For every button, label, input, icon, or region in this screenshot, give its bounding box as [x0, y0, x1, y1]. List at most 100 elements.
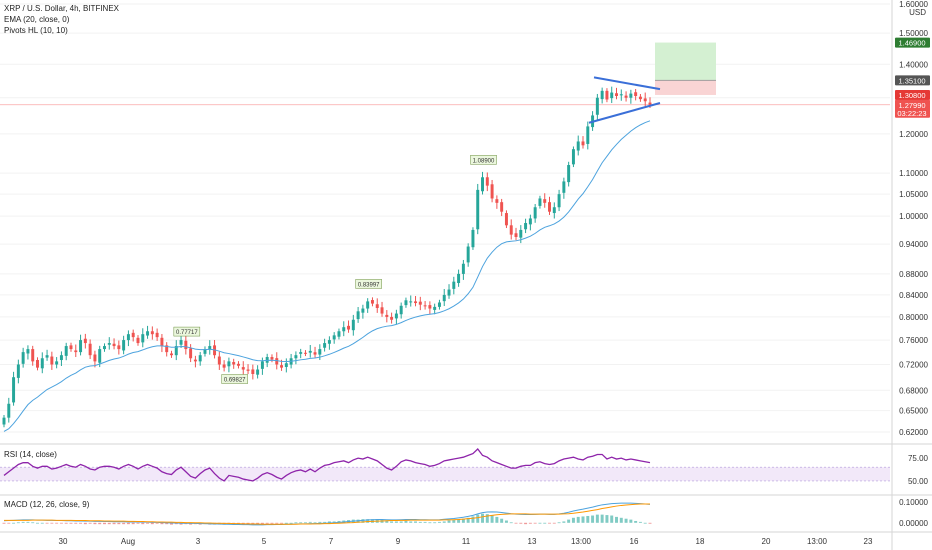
candle — [198, 355, 202, 362]
candle — [409, 301, 413, 303]
macd-histogram-bar — [50, 522, 54, 524]
currency-label: USD — [909, 8, 926, 17]
candle — [59, 355, 63, 361]
candle — [342, 327, 346, 332]
macd-histogram-bar — [36, 522, 39, 524]
x-tick-label: 13:00 — [571, 537, 592, 546]
macd-tick-label: 0.00000 — [899, 519, 928, 528]
candle — [299, 352, 303, 354]
candle — [69, 345, 73, 350]
macd-legend[interactable]: MACD (12, 26, close, 9) — [4, 500, 90, 509]
candle — [284, 363, 288, 367]
macd-histogram-bar — [79, 522, 83, 524]
candle — [12, 377, 16, 403]
candle — [514, 233, 518, 237]
y-tick-label: 1.00000 — [899, 212, 928, 221]
candle — [303, 352, 307, 354]
candle — [404, 300, 408, 306]
macd-histogram-bar — [160, 522, 164, 525]
macd-histogram-bar — [648, 522, 652, 524]
candle — [179, 340, 183, 345]
candle — [634, 92, 638, 97]
candle — [275, 358, 279, 365]
y-tick-label: 1.20000 — [899, 130, 928, 139]
macd-histogram-bar — [629, 519, 633, 523]
macd-histogram-bar — [55, 522, 59, 524]
y-tick-label: 1.40000 — [899, 60, 928, 69]
macd-histogram-bar — [399, 521, 403, 523]
macd-histogram-bar — [447, 520, 451, 523]
macd-histogram-bar — [562, 521, 566, 523]
macd-histogram-bar — [107, 522, 111, 525]
candle — [270, 357, 274, 360]
chart-legend: XRP / U.S. Dollar, 4h, BITFINEX EMA (20,… — [4, 3, 119, 36]
pivots-legend[interactable]: Pivots HL (10, 10) — [4, 26, 68, 35]
macd-histogram-bar — [103, 522, 106, 525]
candle — [36, 360, 39, 368]
macd-histogram-bar — [126, 522, 130, 525]
macd-histogram-bar — [437, 521, 441, 523]
macd-histogram-bar — [509, 522, 513, 524]
candle — [552, 207, 556, 214]
macd-histogram-bar — [442, 521, 446, 523]
candle — [370, 300, 374, 304]
candle — [93, 354, 97, 362]
candle — [136, 337, 140, 344]
candle — [610, 92, 614, 99]
rsi-tick-label: 50.00 — [908, 477, 929, 486]
candle — [246, 369, 250, 371]
candle — [203, 349, 207, 354]
candle — [643, 98, 647, 102]
candle — [375, 304, 379, 308]
macd-histogram-bar — [83, 522, 87, 525]
macd-histogram-bar — [31, 522, 35, 524]
candle — [528, 218, 532, 225]
candle — [485, 177, 489, 186]
macd-histogram-bar — [93, 522, 97, 525]
macd-histogram-bar — [466, 517, 470, 523]
macd-histogram-bar — [414, 521, 418, 523]
candle — [624, 95, 628, 98]
macd-histogram-bar — [45, 522, 49, 524]
macd-histogram-bar — [610, 515, 614, 523]
y-tick-label: 0.76000 — [899, 336, 928, 345]
candle — [351, 319, 355, 331]
candle — [155, 332, 159, 338]
candle — [380, 307, 384, 314]
candle — [600, 90, 604, 100]
macd-histogram-bar — [457, 519, 461, 523]
candle — [361, 308, 365, 313]
price-label: 1.46900 — [898, 39, 925, 48]
symbol-title[interactable]: XRP / U.S. Dollar, 4h, BITFINEX — [4, 4, 119, 13]
rsi-line — [3, 448, 651, 482]
candle — [308, 350, 312, 353]
ema-legend[interactable]: EMA (20, close, 0) — [4, 15, 70, 24]
macd-histogram-bar — [308, 521, 312, 523]
candle — [189, 348, 193, 359]
candle — [385, 314, 389, 317]
macd-histogram-bar — [409, 521, 413, 523]
pivot-label-box — [470, 155, 497, 165]
candle — [26, 349, 30, 354]
macd-histogram-bar — [74, 522, 78, 524]
macd-tick-label: 0.10000 — [899, 498, 928, 507]
price-label: 1.27990 — [898, 101, 925, 110]
macd-histogram-bar — [2, 522, 6, 524]
macd-histogram-bar — [112, 522, 116, 525]
candle — [495, 199, 499, 203]
candle — [571, 149, 575, 165]
candle — [504, 213, 508, 226]
macd-histogram-bar — [476, 514, 480, 523]
rsi-tick-label: 75.00 — [908, 454, 929, 463]
candle — [79, 340, 83, 353]
rsi-legend[interactable]: RSI (14, close) — [4, 450, 57, 459]
candle — [31, 349, 35, 362]
macd-histogram-bar — [595, 514, 599, 523]
pivot-label: 0.83997 — [358, 282, 380, 288]
candle — [98, 349, 102, 363]
macd-histogram-bar — [289, 522, 293, 524]
candle — [423, 305, 427, 307]
ema-line — [3, 120, 651, 432]
macd-histogram-bar — [16, 522, 20, 524]
